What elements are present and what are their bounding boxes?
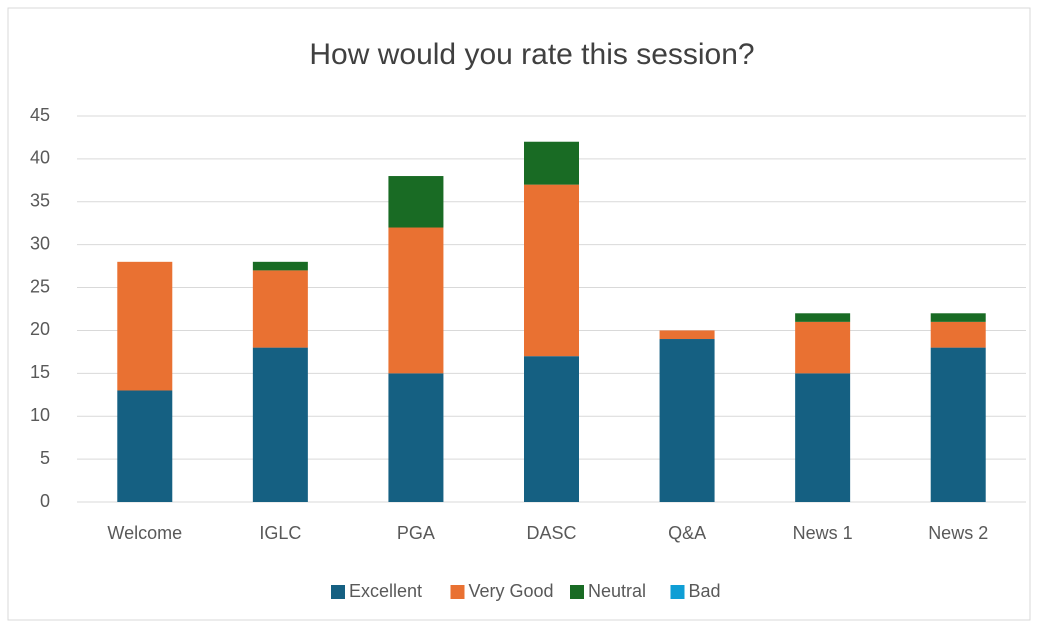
bar-segment [252,270,308,348]
x-tick-label: PGA [397,523,435,543]
bar-segment [930,321,986,348]
legend-swatch [450,585,465,599]
bar-segment [388,373,444,502]
legend-swatch [331,585,345,599]
bar-segment [930,313,986,322]
y-tick-label: 45 [30,105,50,125]
y-tick-label: 30 [30,233,50,253]
y-tick-label: 40 [30,148,50,168]
bar-segment [388,176,444,228]
bar-segment [388,227,444,374]
x-tick-label: Q&A [668,523,706,543]
bar-segment [117,261,173,391]
legend-swatch [670,585,685,599]
x-tick-label: Welcome [107,523,182,543]
bar-segment [524,356,579,502]
y-tick-label: 35 [30,191,50,211]
bar-segment [659,330,715,340]
y-tick-label: 25 [30,276,50,296]
y-tick-label: 10 [30,405,50,425]
bar-segment [252,347,308,502]
legend-label: Neutral [588,581,646,601]
bar-segment [659,339,715,502]
bar-segment [795,321,851,374]
bar-segment [117,390,173,502]
bar-segment [930,347,986,502]
chart-border [7,7,1031,621]
legend-label: Bad [689,581,721,601]
x-tick-label: News 1 [793,523,853,543]
y-tick-label: 0 [40,491,50,511]
x-tick-label: News 2 [928,523,988,543]
bar-segment [795,373,851,502]
legend-label: Excellent [349,581,422,601]
x-tick-label: IGLC [259,523,301,543]
bar-segment [524,184,579,357]
bar-segment [795,313,851,322]
legend-swatch [570,585,584,599]
legend-label: Very Good [469,581,554,601]
chart-title: How would you rate this session? [309,38,754,71]
y-tick-label: 20 [30,319,50,339]
bar-segment [524,141,579,185]
x-tick-label: DASC [526,523,576,543]
bar-segment [252,261,308,271]
y-tick-label: 15 [30,362,50,382]
y-tick-label: 5 [40,448,50,468]
